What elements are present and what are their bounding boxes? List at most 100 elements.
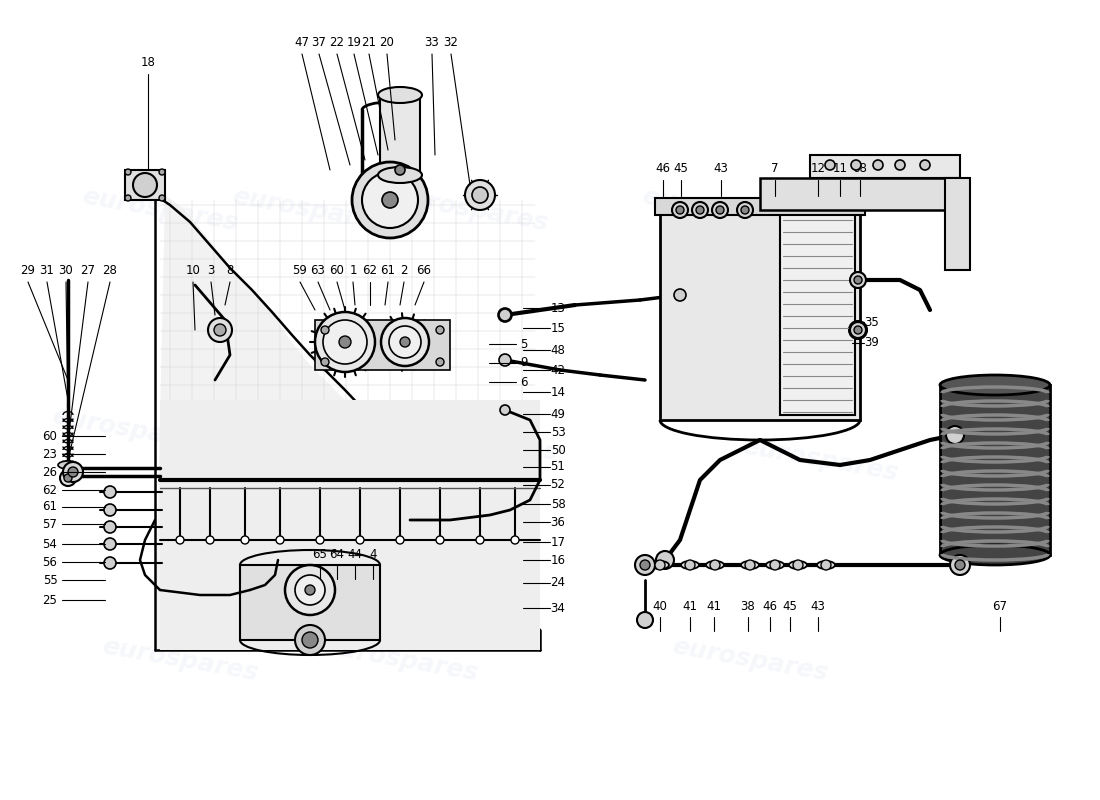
Circle shape — [498, 308, 512, 322]
Text: 18: 18 — [141, 55, 155, 69]
Text: 46: 46 — [762, 599, 778, 613]
Text: 6: 6 — [520, 375, 528, 389]
Text: 63: 63 — [310, 263, 326, 277]
Text: 57: 57 — [43, 518, 57, 530]
Circle shape — [672, 202, 688, 218]
Circle shape — [851, 160, 861, 170]
Polygon shape — [240, 565, 380, 640]
Circle shape — [674, 289, 686, 301]
Text: 2: 2 — [400, 263, 408, 277]
Circle shape — [854, 326, 862, 334]
Text: eurospares: eurospares — [390, 185, 550, 235]
Text: 10: 10 — [186, 263, 200, 277]
Text: 3: 3 — [207, 263, 215, 277]
Text: 53: 53 — [551, 426, 565, 438]
Circle shape — [315, 312, 375, 372]
Text: 56: 56 — [43, 555, 57, 569]
Text: eurospares: eurospares — [640, 185, 800, 235]
Text: eurospares: eurospares — [80, 185, 240, 235]
Ellipse shape — [817, 561, 835, 569]
Circle shape — [920, 160, 929, 170]
Text: 7: 7 — [771, 162, 779, 174]
Ellipse shape — [940, 375, 1050, 395]
Text: 29: 29 — [21, 263, 35, 277]
Text: 43: 43 — [714, 162, 728, 174]
Circle shape — [770, 560, 780, 570]
Text: 67: 67 — [992, 599, 1008, 613]
Circle shape — [125, 169, 131, 175]
Circle shape — [104, 538, 116, 550]
Text: 68: 68 — [852, 162, 868, 174]
Text: 58: 58 — [551, 498, 565, 510]
Circle shape — [125, 195, 131, 201]
Text: 64: 64 — [330, 547, 344, 561]
Circle shape — [850, 322, 866, 338]
Circle shape — [295, 625, 324, 655]
Text: 42: 42 — [550, 363, 565, 377]
Circle shape — [825, 160, 835, 170]
Circle shape — [133, 173, 157, 197]
Circle shape — [352, 162, 428, 238]
Text: 59: 59 — [293, 263, 307, 277]
Circle shape — [400, 337, 410, 347]
Text: 52: 52 — [551, 478, 565, 491]
Text: 14: 14 — [550, 386, 565, 398]
Circle shape — [160, 195, 165, 201]
Text: 65: 65 — [312, 547, 328, 561]
Circle shape — [64, 474, 72, 482]
Text: 40: 40 — [652, 599, 668, 613]
Text: 13: 13 — [551, 302, 565, 314]
Text: 44: 44 — [348, 547, 363, 561]
Circle shape — [849, 321, 867, 339]
Circle shape — [321, 326, 329, 334]
Text: eurospares: eurospares — [220, 425, 380, 475]
Polygon shape — [155, 195, 540, 650]
Text: 60: 60 — [43, 430, 57, 442]
Text: 39: 39 — [865, 337, 879, 350]
Circle shape — [68, 467, 78, 477]
Text: 35: 35 — [865, 315, 879, 329]
Text: 49: 49 — [550, 407, 565, 421]
Polygon shape — [940, 385, 1050, 555]
Circle shape — [850, 272, 866, 288]
Polygon shape — [810, 155, 960, 178]
Text: 36: 36 — [551, 515, 565, 529]
Text: 30: 30 — [58, 263, 74, 277]
Text: 11: 11 — [833, 162, 847, 174]
Polygon shape — [945, 178, 970, 270]
Circle shape — [716, 206, 724, 214]
Text: 24: 24 — [550, 577, 565, 590]
Circle shape — [637, 612, 653, 628]
Polygon shape — [760, 178, 960, 210]
Text: 61: 61 — [43, 501, 57, 514]
Text: 50: 50 — [551, 443, 565, 457]
Circle shape — [63, 462, 82, 482]
Text: 25: 25 — [43, 594, 57, 606]
Circle shape — [241, 536, 249, 544]
Circle shape — [362, 172, 418, 228]
Text: 5: 5 — [520, 338, 528, 350]
Text: 34: 34 — [551, 602, 565, 614]
Text: 37: 37 — [311, 35, 327, 49]
Circle shape — [635, 555, 654, 575]
Circle shape — [712, 202, 728, 218]
Circle shape — [500, 405, 510, 415]
Ellipse shape — [789, 561, 807, 569]
Text: 38: 38 — [740, 599, 756, 613]
Circle shape — [60, 470, 76, 486]
Circle shape — [946, 426, 964, 444]
Text: 19: 19 — [346, 35, 362, 49]
Ellipse shape — [378, 167, 422, 183]
Circle shape — [381, 318, 429, 366]
Text: 62: 62 — [363, 263, 377, 277]
Circle shape — [176, 536, 184, 544]
Circle shape — [436, 326, 444, 334]
Polygon shape — [780, 210, 855, 415]
Circle shape — [396, 536, 404, 544]
Text: 55: 55 — [43, 574, 57, 586]
Text: 66: 66 — [417, 263, 431, 277]
Circle shape — [685, 560, 695, 570]
Circle shape — [339, 336, 351, 348]
Polygon shape — [315, 320, 450, 370]
Circle shape — [654, 560, 666, 570]
